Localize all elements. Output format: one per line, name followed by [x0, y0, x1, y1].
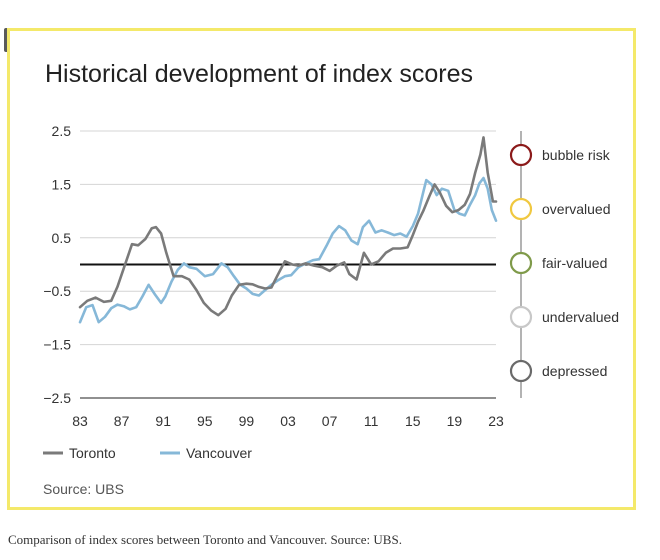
scale-marker-bubble-risk: [509, 143, 533, 167]
x-tick-label: 87: [114, 413, 130, 429]
x-tick-label: 99: [239, 413, 255, 429]
y-tick-label: 2.5: [52, 123, 72, 139]
y-tick-label: −2.5: [43, 390, 71, 406]
y-tick-label: −1.5: [43, 337, 71, 353]
scale-marker-undervalued: [509, 305, 533, 329]
x-tick-label: 03: [280, 413, 296, 429]
y-tick-label: 1.5: [52, 176, 72, 192]
x-tick-label: 07: [322, 413, 338, 429]
scale-label-bubble-risk: bubble risk: [542, 147, 611, 163]
legend-label-vancouver: Vancouver: [186, 445, 252, 461]
scale-label-overvalued: overvalued: [542, 201, 611, 217]
scale-label-depressed: depressed: [542, 363, 607, 379]
image-caption: Comparison of index scores between Toron…: [8, 532, 402, 547]
y-tick-label: 0.5: [52, 230, 72, 246]
scale-label-fair-valued: fair-valued: [542, 255, 607, 271]
x-tick-label: 11: [364, 413, 379, 429]
scale-marker-fair-valued: [509, 251, 533, 275]
chart-source: Source: UBS: [43, 481, 124, 497]
x-tick-label: 91: [155, 413, 171, 429]
scale-label-undervalued: undervalued: [542, 309, 619, 325]
scale-marker-depressed: [509, 359, 533, 383]
y-tick-label: −0.5: [43, 283, 71, 299]
series-line-toronto: [78, 136, 498, 317]
x-tick-label: 15: [405, 413, 421, 429]
x-tick-label: 95: [197, 413, 213, 429]
x-tick-label: 83: [72, 413, 88, 429]
legend-label-toronto: Toronto: [69, 445, 116, 461]
chart-title: Historical development of index scores: [45, 60, 473, 88]
series-line-vancouver: [78, 176, 498, 324]
scale-marker-overvalued: [509, 197, 533, 221]
x-tick-label: 19: [447, 413, 463, 429]
x-tick-label: 23: [488, 413, 504, 429]
chart-frame: [7, 28, 636, 510]
